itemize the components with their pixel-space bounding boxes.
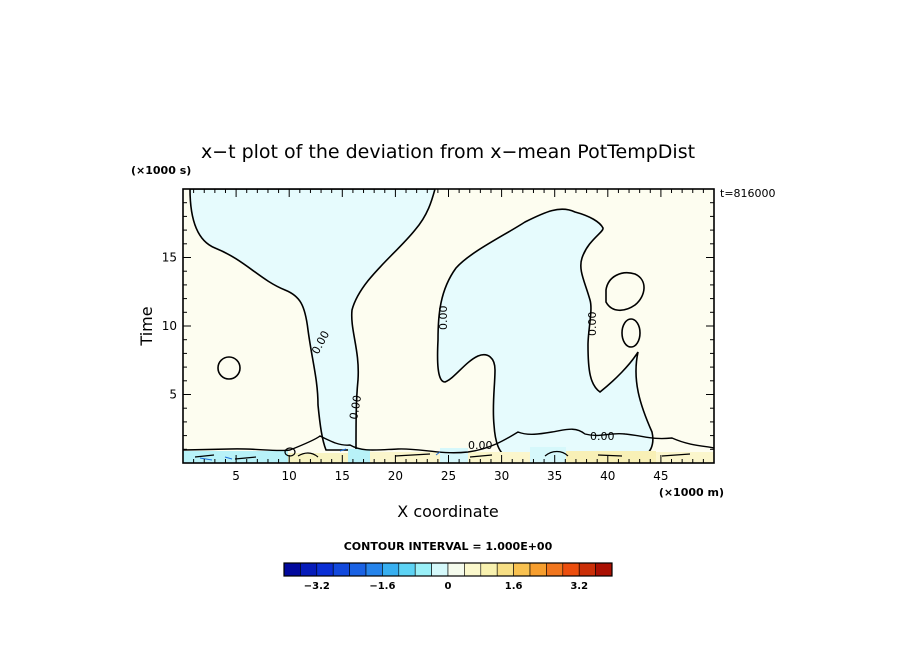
y-axis-label: Time [137,306,156,346]
colorbar-cell [398,562,416,577]
colorbar-tick-label: 3.2 [570,581,588,592]
x-tick-label: 35 [547,469,562,483]
colorbar-cell [300,562,318,577]
x-tick-label: 10 [282,469,297,483]
x-tick-label: 40 [600,469,615,483]
y-unit-label: (×1000 s) [131,164,191,177]
contour-interval-note: CONTOUR INTERVAL = 1.000E+00 [344,540,553,553]
colorbar-cell [414,562,432,577]
x-tick-label: 45 [653,469,668,483]
negative-region-right [436,208,654,459]
x-axis: 5 10 15 20 25 30 35 40 45 [182,189,715,483]
contour-label: 0.00 [586,312,599,337]
y-tick-label: 5 [169,388,177,402]
y-tick-label: 15 [162,251,177,265]
colorbar-cell [578,562,596,577]
colorbar-cell [332,562,350,577]
x-axis-label: X coordinate [397,502,498,521]
colorbar-frame [283,562,613,577]
colorbar-cell [431,562,449,577]
contour-label: 0.00 [468,439,493,452]
colorbar-tick-label: 0 [445,581,452,592]
colorbar-tick-label: 1.6 [505,581,523,592]
chart-title: x−t plot of the deviation from x−mean Po… [201,141,695,163]
contour-label: 0.00 [590,430,615,443]
colorbar [283,562,613,577]
colorbar-tick-label: −1.6 [369,581,395,592]
plot-area: 0.00 0.00 0.00 0.00 0.00 0.00 [182,188,715,464]
x-tick-label: 5 [232,469,240,483]
colorbar-cell [480,562,498,577]
positive-cell-left [217,356,241,380]
x-tick-label: 30 [494,469,509,483]
negative-region-left [189,189,436,451]
colorbar-cell [283,562,301,577]
colorbar-cell [447,562,465,577]
y-axis: 5 10 15 [162,188,714,464]
colorbar-cell [562,562,580,577]
surface-band [183,428,714,463]
colorbar-cell [595,562,613,577]
colorbar-ticks: −3.2 −1.6 0 1.6 3.2 [304,581,588,592]
x-tick-label: 15 [335,469,350,483]
y-tick-label: 10 [162,319,177,333]
colorbar-cell [496,562,514,577]
x-tick-label: 25 [441,469,456,483]
colorbar-cell [546,562,564,577]
colorbar-cell [529,562,547,577]
colorbar-cell [513,562,531,577]
colorbar-cell [349,562,367,577]
contour-label: 0.00 [347,394,364,420]
colorbar-tick-label: −3.2 [304,581,330,592]
time-stamp: t=816000 [720,187,776,200]
colorbar-cell [365,562,383,577]
x-tick-label: 20 [388,469,403,483]
positive-cell-upper-right [605,272,645,312]
colorbar-cell [464,562,482,577]
colorbar-cell [316,562,334,577]
x-unit-label: (×1000 m) [659,486,724,499]
colorbar-cell [382,562,400,577]
contour-label: 0.00 [437,306,450,331]
positive-cell-mid-right [621,318,641,348]
